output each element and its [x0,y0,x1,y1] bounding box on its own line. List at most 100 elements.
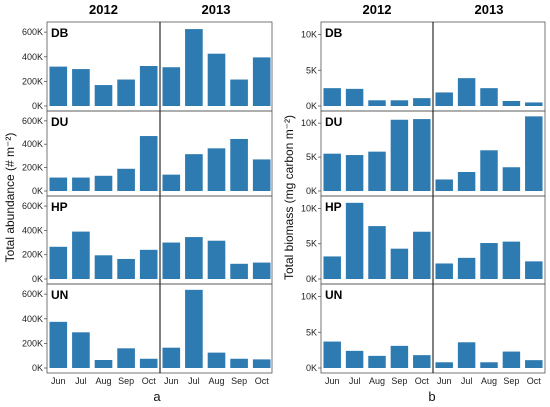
bar-hp-2012-jul [345,202,364,279]
y-tick-label: 5K [306,152,317,162]
y-axis-label: Total biomass (mg carbon m⁻²) [282,115,296,280]
bar-un-2012-aug [368,355,386,368]
year-header-2012: 2012 [89,2,118,17]
y-tick-label: 400K [22,314,43,324]
x-tick-label-oct: Oct [142,376,157,386]
y-tick-label: 0K [32,274,43,284]
bar-un-2012-jun [323,341,341,368]
y-tick-label: 0K [306,274,317,284]
bar-hp-2012-oct [413,231,431,279]
bar-hp-2013-jul [457,257,476,279]
bar-du-2012-jul [345,155,364,191]
bar-hp-2012-aug [368,226,386,279]
x-tick-label-sep: Sep [231,376,247,386]
bar-un-2013-aug [480,362,498,368]
bar-du-2012-jul [72,177,90,191]
site-label-du: DU [51,115,68,129]
y-tick-label: 5K [306,327,317,337]
site-label-un: UN [51,288,68,302]
y-tick-label: 10K [301,203,317,213]
x-tick-label-jul: Jul [188,376,200,386]
bar-un-2013-jun [162,347,181,368]
bar-un-2012-jul [72,332,90,368]
bar-hp-2013-jul [185,237,203,279]
y-tick-label: 200K [22,250,43,260]
y-tick-label: 200K [22,76,43,86]
bar-db-2013-aug [480,88,498,106]
bar-db-2013-jul [185,29,203,107]
y-tick-label: 0K [306,363,317,373]
bar-db-2012-jun [323,88,341,106]
bar-db-2012-jul [72,69,90,106]
bar-un-2013-sep [230,358,248,368]
bar-un-2013-oct [252,359,271,368]
x-tick-label-oct: Oct [415,376,430,386]
bar-hp-2013-aug [480,243,498,279]
x-tick-label-aug: Aug [481,376,497,386]
bar-un-2012-oct [413,355,431,368]
y-tick-label: 200K [22,338,43,348]
x-tick-label-oct: Oct [527,376,542,386]
bar-db-2013-oct [252,57,271,106]
year-header-2012: 2012 [363,2,392,17]
bar-db-2013-jun [162,67,181,106]
x-tick-label-jun: Jun [164,376,179,386]
bar-du-2013-sep [502,167,521,191]
x-tick-label-oct: Oct [255,376,270,386]
bar-un-2013-jul [457,342,476,368]
y-tick-label: 600K [22,27,43,37]
y-tick-label: 0K [306,186,317,196]
bar-un-2012-sep [117,348,135,368]
bar-un-2012-jun [49,321,68,368]
bar-db-2012-oct [139,66,158,106]
x-tick-label-jun: Jun [437,376,452,386]
y-tick-label: 400K [22,52,43,62]
bar-un-2013-sep [502,351,521,368]
y-tick-label: 600K [22,289,43,299]
bar-du-2013-jun [162,174,181,191]
bar-hp-2012-sep [117,258,135,279]
bar-du-2013-aug [480,150,498,191]
bar-du-2013-sep [230,138,248,191]
bar-un-2012-oct [139,358,158,368]
x-tick-label-aug: Aug [369,376,385,386]
bar-un-2012-jul [345,350,364,368]
y-tick-label: 400K [22,139,43,149]
bar-db-2012-sep [117,79,135,106]
bar-hp-2012-aug [94,255,113,279]
bar-hp-2012-oct [139,249,158,279]
bar-du-2013-aug [207,148,226,191]
bar-du-2013-jun [435,179,453,191]
y-tick-label: 200K [22,163,43,173]
bar-db-2012-sep [390,100,409,106]
bar-du-2013-oct [525,116,543,191]
y-tick-label: 10K [301,292,317,302]
bar-hp-2012-jun [49,246,68,279]
bar-db-2013-jun [435,92,453,106]
y-tick-label: 0K [32,101,43,111]
bar-hp-2013-aug [207,240,226,279]
bar-hp-2013-sep [502,241,521,279]
bar-db-2013-sep [230,79,248,106]
bar-un-2012-aug [94,360,113,368]
x-tick-label-jul: Jul [349,376,361,386]
site-label-du: DU [325,115,342,129]
bar-du-2013-jul [457,172,476,191]
bar-db-2012-jun [49,66,68,106]
y-tick-label: 600K [22,201,43,211]
x-tick-label-jun: Jun [51,376,66,386]
bar-hp-2013-oct [252,262,271,279]
y-tick-label: 400K [22,225,43,235]
y-tick-label: 600K [22,116,43,126]
bar-du-2012-oct [413,119,431,191]
x-tick-label-jul: Jul [75,376,87,386]
x-tick-label-jul: Jul [461,376,473,386]
bar-un-2013-jun [435,362,453,368]
bar-db-2013-aug [207,53,226,106]
bar-hp-2012-jun [323,256,341,279]
year-header-2013: 2013 [475,2,504,17]
bar-hp-2013-oct [525,261,543,279]
bar-du-2013-jul [185,154,203,191]
x-tick-label-sep: Sep [503,376,519,386]
